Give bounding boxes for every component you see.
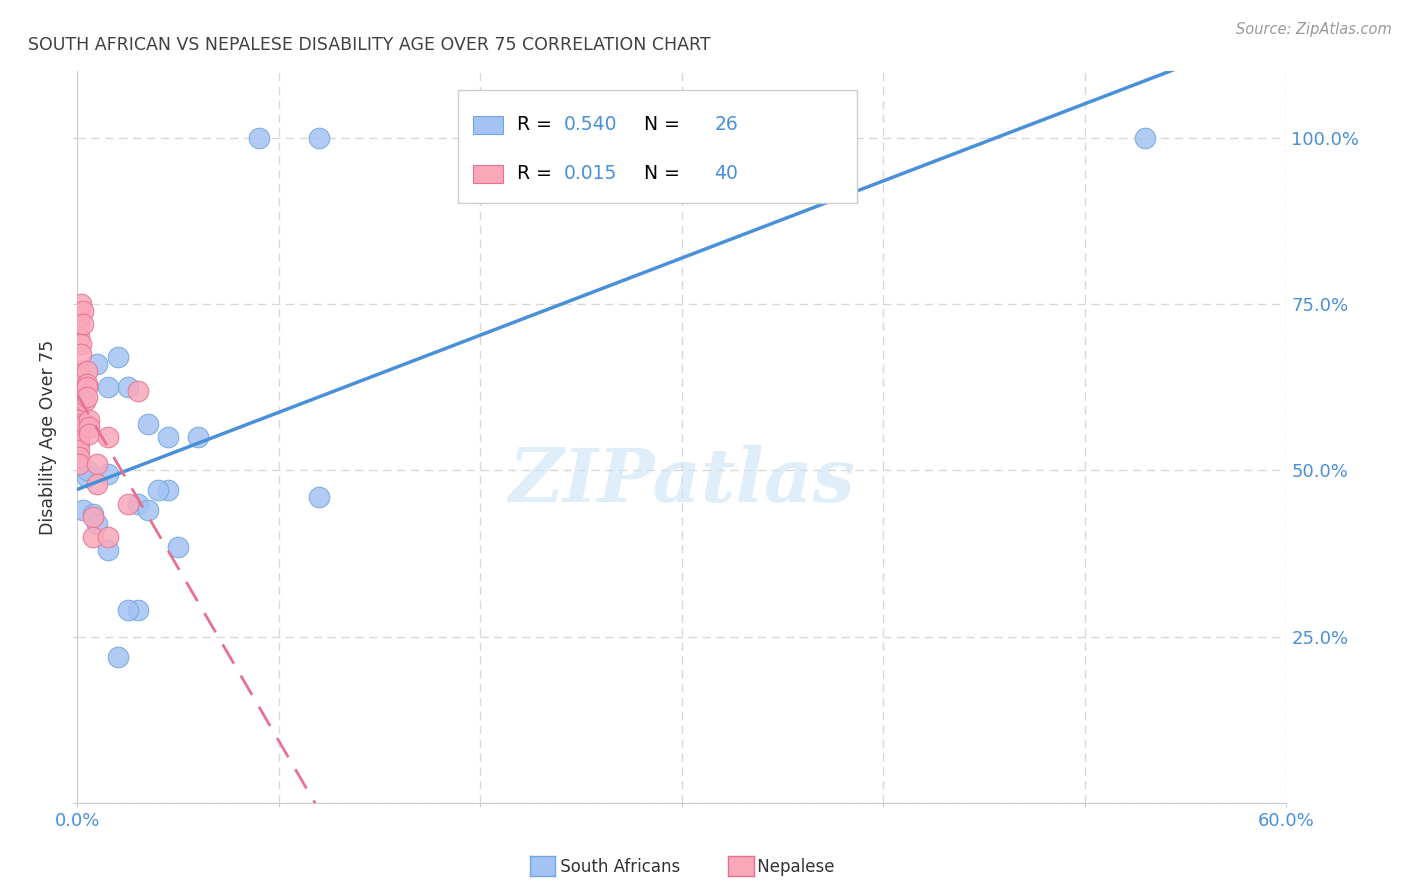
Point [157, 430, 180, 444]
Bar [472, 116, 503, 134]
Point [136, 503, 159, 517]
Point [76, 380, 98, 394]
Point [117, 497, 139, 511]
Point [127, 384, 149, 398]
Point [167, 540, 190, 554]
Bar [472, 165, 503, 183]
Point [72, 503, 94, 517]
Point [308, 131, 330, 145]
Point [157, 483, 180, 498]
Point [67, 376, 90, 391]
Point [67, 424, 90, 438]
Point [67, 443, 90, 458]
Point [127, 603, 149, 617]
Point [117, 380, 139, 394]
Text: SOUTH AFRICAN VS NEPALESE DISABILITY AGE OVER 75 CORRELATION CHART: SOUTH AFRICAN VS NEPALESE DISABILITY AGE… [28, 36, 711, 54]
Point [76, 363, 98, 377]
Text: Nepalese: Nepalese [752, 858, 835, 876]
Point [82, 530, 104, 544]
Point [146, 483, 169, 498]
Point [67, 363, 90, 377]
Point [96, 530, 118, 544]
Point [107, 351, 129, 365]
Point [70, 347, 93, 361]
Text: N =: N = [633, 164, 686, 183]
Point [308, 490, 330, 504]
Point [136, 417, 159, 431]
Text: R =: R = [517, 115, 558, 135]
Point [67, 370, 90, 384]
Text: N =: N = [633, 115, 686, 135]
Text: 0.540: 0.540 [564, 115, 617, 135]
Point [75, 417, 97, 431]
Text: 40: 40 [714, 164, 738, 183]
Point [76, 463, 98, 477]
Point [86, 357, 108, 371]
Point [67, 413, 90, 427]
Point [67, 450, 90, 464]
Point [86, 516, 108, 531]
Point [67, 317, 90, 331]
Point [67, 457, 90, 471]
Text: ZIPatlas: ZIPatlas [509, 445, 855, 517]
Point [67, 426, 90, 441]
Y-axis label: Disability Age Over 75: Disability Age Over 75 [39, 340, 58, 534]
Point [67, 436, 90, 450]
Point [247, 131, 270, 145]
Point [67, 417, 90, 431]
Point [76, 376, 98, 391]
Point [187, 430, 209, 444]
Text: 26: 26 [714, 115, 738, 135]
Point [96, 430, 118, 444]
Point [76, 390, 98, 404]
Point [70, 297, 93, 311]
FancyBboxPatch shape [458, 90, 858, 203]
Point [86, 457, 108, 471]
Point [96, 467, 118, 481]
Point [127, 497, 149, 511]
Point [107, 649, 129, 664]
Point [72, 317, 94, 331]
Point [79, 413, 101, 427]
Point [79, 426, 101, 441]
Point [67, 310, 90, 325]
Point [96, 543, 118, 558]
Point [76, 470, 98, 484]
Point [72, 303, 94, 318]
Point [82, 509, 104, 524]
Point [70, 337, 93, 351]
Point [79, 420, 101, 434]
Point [1135, 131, 1157, 145]
Point [67, 420, 90, 434]
Point [67, 410, 90, 425]
Point [75, 393, 97, 408]
Text: 0.015: 0.015 [564, 164, 617, 183]
Point [82, 507, 104, 521]
Point [117, 603, 139, 617]
Point [86, 476, 108, 491]
Point [96, 380, 118, 394]
Text: R =: R = [517, 164, 558, 183]
Point [67, 330, 90, 344]
Text: Source: ZipAtlas.com: Source: ZipAtlas.com [1236, 22, 1392, 37]
Text: South Africans: South Africans [555, 858, 681, 876]
Point [67, 397, 90, 411]
Point [67, 430, 90, 444]
